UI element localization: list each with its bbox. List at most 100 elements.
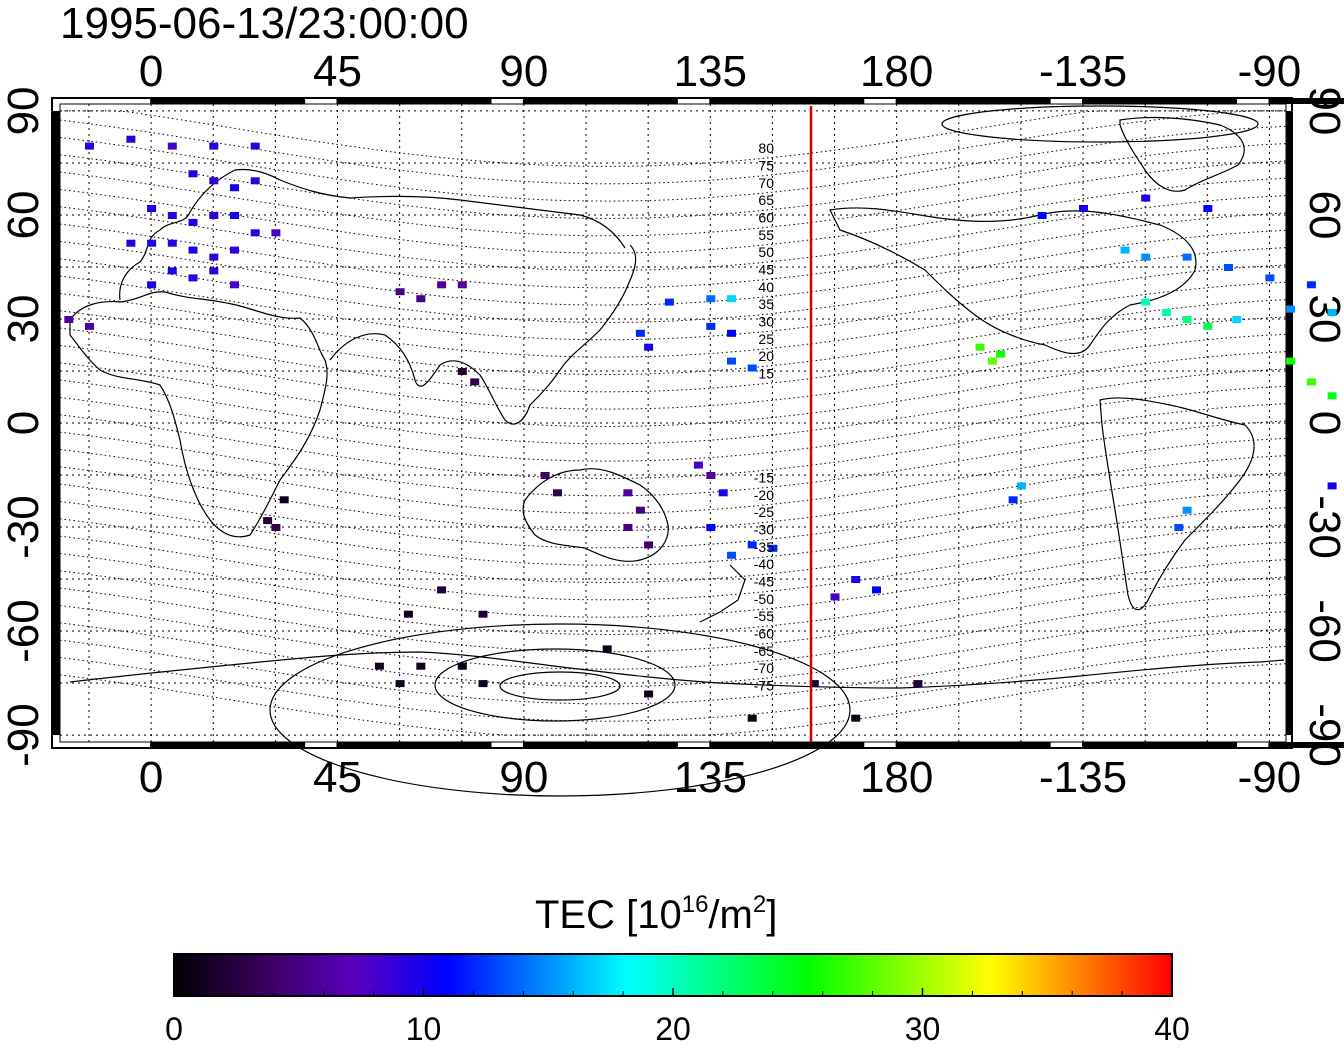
magnetic-contour	[59, 195, 1287, 271]
magnetic-contour	[59, 351, 1287, 428]
tec-cell	[1161, 309, 1171, 316]
tec-cell	[664, 298, 674, 306]
tec-cell	[1141, 298, 1151, 306]
tec-cell	[167, 239, 177, 247]
tec-cell	[706, 472, 716, 479]
tec-cell	[644, 343, 654, 351]
magnetic-latitude-label: 70	[758, 175, 774, 191]
frame-tick-left	[52, 318, 60, 423]
tec-cell	[1306, 281, 1316, 289]
tec-cell	[250, 177, 260, 185]
coastline-australia	[522, 468, 669, 562]
tec-cell	[1327, 392, 1337, 400]
tec-cell	[706, 295, 716, 303]
magnetic-contour	[59, 437, 1287, 514]
coastline-asia	[329, 244, 637, 425]
timestamp-title: 1995-06-13/23:00:00	[60, 0, 469, 48]
tec-data-cells	[64, 135, 1337, 722]
left-latitude-label: 30	[0, 295, 48, 344]
tec-cell	[230, 246, 239, 254]
left-latitude-label: 60	[0, 190, 48, 239]
magnetic-latitude-label: 35	[758, 296, 774, 312]
bottom-longitude-label: -90	[1238, 753, 1302, 802]
frame-tick-right	[1286, 110, 1292, 215]
top-longitude-label: 90	[499, 47, 548, 96]
magnetic-latitude-label: 45	[758, 262, 774, 278]
left-latitude-label: -30	[0, 495, 48, 559]
tec-cell	[1182, 316, 1192, 323]
magnetic-contour	[59, 316, 1287, 393]
frame-tick-top	[150, 98, 306, 104]
frame-tick-top	[336, 98, 492, 104]
tec-cell	[718, 489, 728, 497]
tec-cell	[147, 281, 157, 289]
magnetic-contour	[59, 576, 1287, 653]
tec-cell	[727, 551, 736, 559]
colorbar-title-unit: /m	[708, 893, 752, 937]
tec-cell	[635, 329, 645, 337]
tec-cell	[727, 329, 736, 337]
magnetic-pole-ring-north	[941, 105, 1259, 143]
right-latitude-labels: 90 60 30 0 -30 -60 -90	[1300, 86, 1344, 766]
colorbar-tick-label: 30	[905, 1011, 941, 1047]
magnetic-contour	[59, 420, 1287, 497]
bottom-longitude-label: 180	[860, 753, 933, 802]
magnetic-contour	[59, 143, 1287, 219]
colorbar-title-suffix: ]	[766, 893, 777, 937]
frame-tick-top	[522, 98, 678, 104]
tec-cell	[478, 680, 488, 688]
magnetic-latitude-label: -65	[754, 643, 774, 659]
magnetic-latitude-label: -20	[754, 487, 774, 503]
magnetic-latitude-label: 30	[758, 314, 774, 330]
tec-cell	[747, 714, 757, 722]
left-latitude-label: -60	[0, 599, 48, 663]
magnetic-contour	[59, 611, 1287, 688]
colorbar-title-exponent: 16	[682, 891, 709, 918]
tec-cell	[706, 322, 716, 330]
tec-cell	[167, 142, 177, 150]
magnetic-contour	[59, 160, 1287, 237]
tec-cell	[1232, 316, 1242, 323]
frame-tick-left	[52, 527, 60, 632]
right-latitude-label: -90	[1300, 703, 1344, 767]
tec-cell	[1224, 264, 1233, 271]
tec-cell	[147, 239, 157, 247]
tec-cell	[250, 142, 260, 150]
magnetic-latitude-label: -35	[754, 539, 774, 555]
magnetic-latitude-label: 25	[758, 331, 774, 347]
magnetic-contour	[59, 472, 1287, 549]
tec-cell	[126, 239, 136, 247]
tec-cell	[851, 576, 861, 583]
tec-cell	[644, 690, 654, 698]
tec-cell	[1265, 274, 1275, 282]
left-latitude-label: 90	[0, 86, 48, 135]
frame-tick-top	[895, 98, 1051, 104]
tec-cell	[188, 218, 198, 226]
magnetic-contour	[59, 507, 1287, 584]
tec-cell	[809, 680, 819, 688]
tec-cell	[230, 212, 239, 219]
tec-cell	[644, 541, 654, 549]
bottom-longitude-label: 45	[313, 753, 362, 802]
magnetic-latitude-label: 65	[758, 192, 774, 208]
magnetic-contour	[59, 247, 1287, 323]
colorbar-title-prefix: TEC [10	[535, 893, 682, 937]
frame-tick-left	[52, 631, 60, 736]
frame-tick-marks	[52, 98, 1344, 748]
tec-cell	[230, 184, 239, 192]
magnetic-contour	[59, 593, 1287, 670]
magnetic-contour	[59, 559, 1287, 636]
magnetic-contour	[60, 110, 1286, 167]
coastline-newzealand	[699, 564, 746, 623]
left-latitude-label: -90	[0, 703, 48, 767]
magnetic-latitude-label: 20	[758, 348, 774, 364]
tec-cell	[437, 281, 447, 289]
magnetic-latitude-label: -70	[754, 660, 774, 676]
tec-cell	[1079, 205, 1088, 212]
colorbar-tick-label: 40	[1154, 1011, 1190, 1047]
magnetic-contour	[59, 645, 1287, 722]
tec-cell	[374, 662, 384, 670]
frame-tick-left	[52, 214, 60, 319]
